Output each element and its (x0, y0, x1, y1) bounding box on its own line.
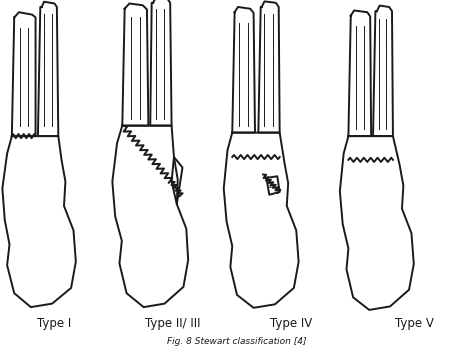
Text: Fig. 8 Stewart classification [4]: Fig. 8 Stewart classification [4] (167, 336, 307, 346)
Text: Type IV: Type IV (270, 317, 313, 330)
Text: Type II/ III: Type II/ III (145, 317, 201, 330)
Text: Type V: Type V (395, 317, 434, 330)
Text: Type I: Type I (37, 317, 72, 330)
Text: b: b (269, 181, 273, 190)
